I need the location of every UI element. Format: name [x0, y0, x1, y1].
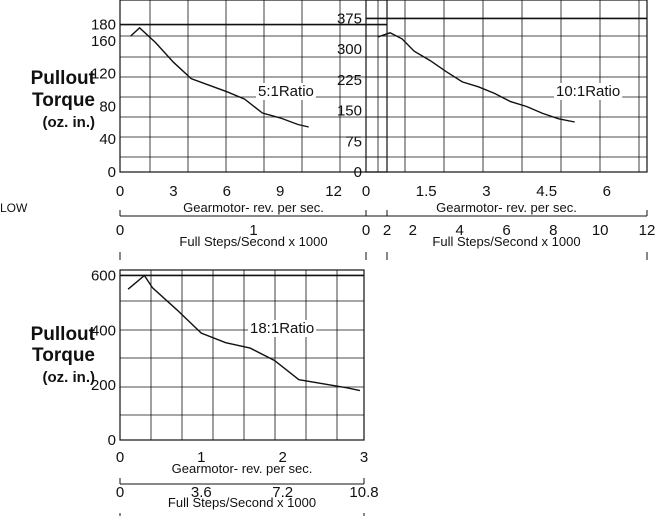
- x-tick-label: 1.5: [416, 183, 437, 200]
- y-tick-label: 600: [91, 267, 116, 284]
- chart-3: 0 200 400 600 0 1 2 3 Gearmotor- rev. per sec. 0 3…: [31, 267, 379, 516]
- y-axis-label: Torque: [32, 345, 95, 366]
- x-tick-label: 3: [169, 183, 177, 200]
- y-axis-label: Pullout: [31, 68, 96, 89]
- torque-curve-line: [127, 274, 361, 392]
- x2-axis-label: Full Steps/Second x 1000: [179, 234, 327, 249]
- ratio-annotation-background: [554, 83, 623, 100]
- x-tick-label: 3: [360, 449, 368, 466]
- y-tick-label: 160: [91, 33, 116, 50]
- y-tick-label: 375: [337, 10, 362, 27]
- y-axis-label: (oz. in.): [43, 114, 96, 131]
- y-axis-label: Torque: [32, 90, 95, 111]
- x2-tick-label: 1: [249, 222, 257, 239]
- y-tick-label: 0: [354, 164, 362, 181]
- y-tick-label: 0: [108, 164, 116, 181]
- x-axis-label: Gearmotor- rev. per sec.: [436, 200, 577, 215]
- x-tick-label: 0: [362, 183, 370, 200]
- plot-frame: [365, 0, 648, 173]
- x-tick-label: 2: [278, 449, 286, 466]
- x-tick-label: 4.5: [536, 183, 557, 200]
- y-tick-label: 200: [91, 377, 116, 394]
- x2-axis-label: Full Steps/Second x 1000: [432, 234, 580, 249]
- x-tick-label: 9: [276, 183, 284, 200]
- plot-frame: [119, 269, 365, 441]
- y-axis-label: (oz. in.): [43, 369, 96, 386]
- y-tick-label: 80: [99, 98, 116, 115]
- x2-tick-label: 3.6: [191, 484, 212, 501]
- y-tick-label: 300: [337, 41, 362, 58]
- x2-tick-label: 12: [639, 222, 656, 239]
- ratio-annotation: 18:1Ratio: [250, 320, 314, 337]
- y-tick-label: 150: [337, 103, 362, 120]
- x2-tick-label: 10: [592, 222, 609, 239]
- ratio-annotation: 5:1Ratio: [258, 83, 314, 100]
- x-tick-label: 3: [482, 183, 490, 200]
- x-tick-label: 1: [197, 449, 205, 466]
- x2-tick-label: 6: [502, 222, 510, 239]
- x-tick-label: 12: [325, 183, 342, 200]
- ratio-annotation: 10:1Ratio: [556, 83, 620, 100]
- plot-frame: [119, 0, 388, 173]
- x2-tick-label: 10.8: [349, 484, 378, 501]
- x-tick-label: 0: [116, 183, 124, 200]
- x2-tick-label: 7.2: [272, 484, 293, 501]
- x2-tick-label: 8: [549, 222, 557, 239]
- chart-2: 0 75 150 225 300 375 0 1.5 3 4.5 6 Gearmotor- rev. …: [337, 0, 655, 260]
- torque-curve-line: [130, 26, 309, 128]
- x-tick-label: 6: [603, 183, 611, 200]
- y-axis-label: Pullout: [31, 324, 96, 345]
- x2-tick-label: 2: [383, 222, 391, 239]
- x2-tick-label: 0: [362, 222, 370, 239]
- ratio-annotation-background: [248, 320, 317, 337]
- y-tick-label: 400: [91, 322, 116, 339]
- y-tick-label: 0: [108, 432, 116, 449]
- y-tick-label: 120: [91, 66, 116, 83]
- x-tick-label: 0: [116, 449, 124, 466]
- x2-tick-label: 0: [116, 222, 124, 239]
- side-text: LOW: [0, 201, 28, 215]
- x-tick-label: 6: [223, 183, 231, 200]
- torque-curve-line: [377, 32, 575, 123]
- x-axis-label: Gearmotor- rev. per sec.: [172, 461, 313, 476]
- x2-tick-label: 4: [455, 222, 463, 239]
- y-tick-label: 75: [345, 133, 362, 150]
- y-tick-label: 225: [337, 72, 362, 89]
- ratio-annotation-background: [256, 83, 316, 100]
- x-axis-label: Gearmotor- rev. per sec.: [183, 200, 324, 215]
- x2-tick-label: 2: [409, 222, 417, 239]
- x2-axis-label: Full Steps/Second x 1000: [168, 495, 316, 510]
- y-tick-label: 40: [99, 131, 116, 148]
- x2-tick-label: 0: [116, 484, 124, 501]
- y-tick-label: 180: [91, 17, 116, 34]
